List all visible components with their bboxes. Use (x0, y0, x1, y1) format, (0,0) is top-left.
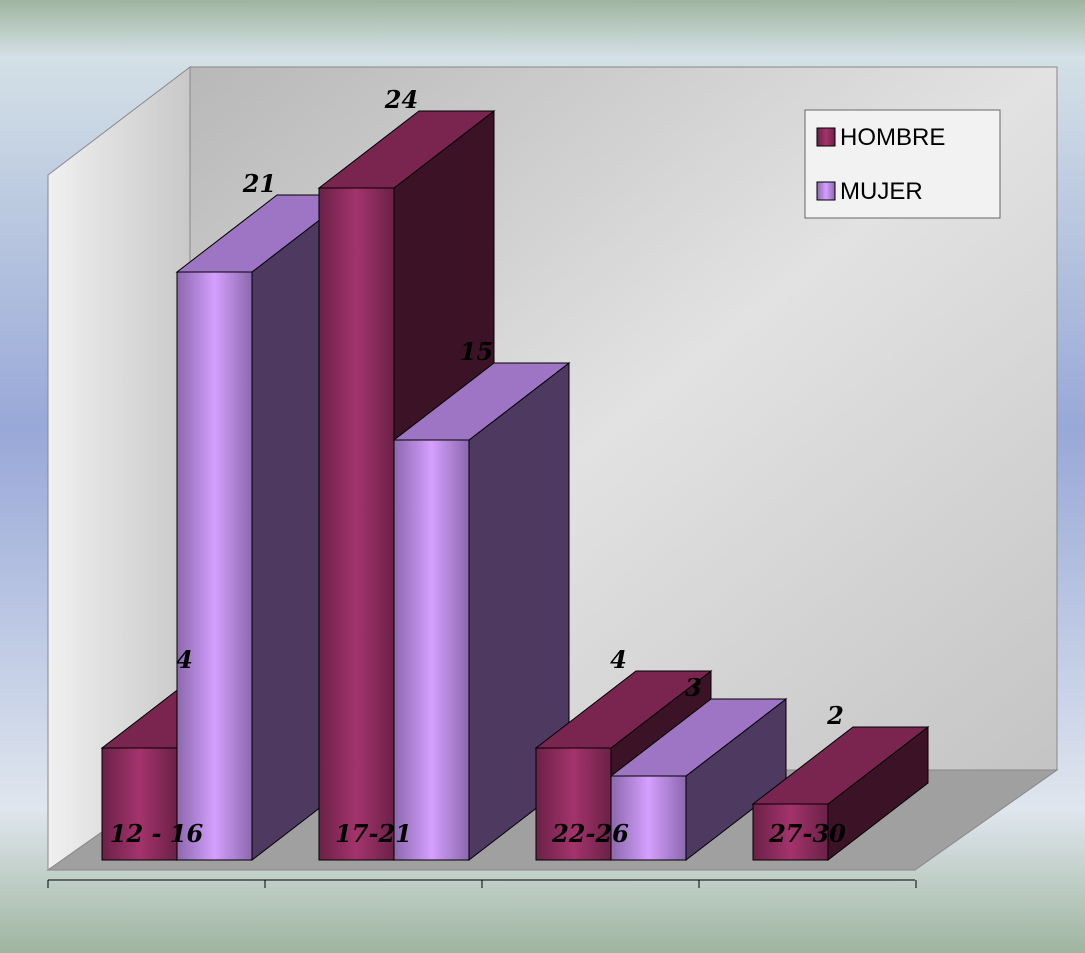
data-label: 24 (384, 85, 418, 114)
data-label: 3 (685, 673, 702, 702)
legend-swatch (816, 181, 836, 201)
data-label: 4 (610, 645, 627, 674)
x-tick-label: 22-26 (551, 819, 629, 848)
data-label: 4 (176, 645, 193, 674)
bar-front (176, 271, 253, 861)
bar-front (101, 747, 178, 861)
data-label: 21 (242, 169, 276, 198)
legend (804, 109, 1001, 219)
legend-label: MUJER (840, 178, 923, 205)
bar (392, 361, 571, 862)
bar-front (610, 775, 687, 861)
bar-front (752, 803, 829, 861)
legend-label: HOMBRE (840, 124, 945, 151)
bar (751, 725, 930, 862)
data-label: 2 (826, 701, 844, 730)
data-label: 15 (460, 337, 493, 366)
bar (609, 697, 788, 862)
bar-front (535, 747, 612, 861)
x-tick-label: 17-21 (335, 819, 412, 848)
bar-front (393, 439, 470, 861)
legend-swatch (816, 127, 836, 147)
x-tick-label: 27-30 (768, 819, 846, 848)
x-tick-label: 12 - 16 (110, 819, 204, 848)
bar-front (318, 187, 395, 861)
